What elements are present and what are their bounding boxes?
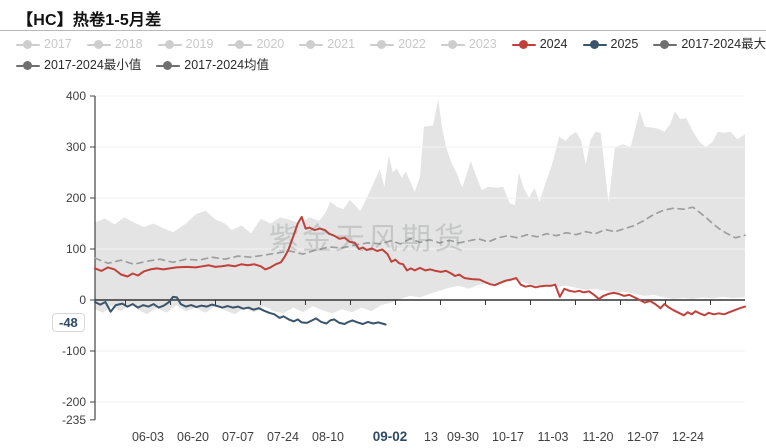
- y-axis-label: -100: [62, 344, 86, 358]
- legend-label: 2017-2024最大值: [681, 37, 766, 52]
- legend-label: 2017-2024最小值: [44, 58, 142, 73]
- legend-item-2021[interactable]: 2021: [299, 38, 355, 51]
- y-axis-label: 100: [66, 242, 86, 256]
- legend-marker-icon: [582, 39, 607, 50]
- series-mean-line: [94, 206, 746, 266]
- y-axis-label: 200: [66, 191, 86, 205]
- legend-marker-icon: [16, 39, 40, 50]
- legend-label: 2019: [185, 37, 214, 52]
- legend-item-2019[interactable]: 2019: [157, 37, 214, 52]
- legend-label: 2017-2024均值: [184, 58, 270, 73]
- y-axis-label: 0: [79, 293, 86, 307]
- x-axis-label: 07-24: [267, 430, 299, 444]
- series-2025-line: [94, 295, 387, 326]
- legend-label: 2021: [327, 37, 356, 52]
- latest-value-badge: -48: [52, 313, 85, 332]
- legend-item-2024[interactable]: 2024: [511, 37, 568, 52]
- x-axis-label: 06-03: [132, 430, 164, 444]
- legend-item-2017[interactable]: 2017: [16, 38, 72, 51]
- x-axis-label: 09-30: [447, 430, 479, 444]
- x-axis-label-current-date: 09-02: [373, 429, 408, 444]
- x-axis-label: 10-17: [492, 430, 524, 444]
- chart-legend: 2017 2018 2019 2020 2021 2022 2023 2024 2025 2017…: [16, 34, 766, 76]
- legend-label: 2025: [610, 37, 639, 52]
- legend-item-2023[interactable]: 2023: [440, 37, 497, 52]
- legend-marker-icon: [16, 60, 40, 71]
- x-axis-label: 06-20: [177, 430, 209, 444]
- legend-marker-icon: [653, 39, 678, 50]
- legend-label: 2020: [256, 37, 285, 52]
- min-max-band: [95, 99, 745, 315]
- y-axis-label: -200: [62, 395, 86, 409]
- y-axis-label: 300: [66, 140, 86, 154]
- x-axis-label: 11-03: [537, 430, 568, 444]
- series-2024-line: [94, 215, 746, 317]
- legend-item-2017-2024[interactable]: 2017-2024最小值: [16, 59, 141, 72]
- header-divider: [0, 30, 766, 31]
- x-axis-label: 12-24: [672, 430, 704, 444]
- legend-marker-icon: [86, 39, 111, 50]
- legend-label: 2022: [398, 37, 426, 52]
- x-axis-label: 12-07: [627, 430, 659, 444]
- x-axis-label: 07-07: [222, 430, 254, 444]
- legend-item-2017-2024[interactable]: 2017-2024最大值: [653, 38, 766, 51]
- x-axis-label: 13: [424, 430, 438, 444]
- y-axis-label: 400: [66, 89, 86, 103]
- legend-marker-icon: [370, 39, 395, 50]
- legend-marker-icon: [299, 39, 324, 50]
- legend-item-2018[interactable]: 2018: [86, 37, 143, 52]
- y-axis-label: -235: [62, 413, 86, 427]
- legend-label: 2018: [114, 37, 143, 52]
- legend-label: 2023: [468, 37, 497, 52]
- legend-marker-icon: [157, 39, 182, 50]
- legend-marker-icon: [440, 39, 465, 50]
- legend-item-2025[interactable]: 2025: [582, 37, 639, 52]
- legend-marker-icon: [156, 60, 181, 71]
- legend-label: 2017: [44, 37, 72, 52]
- legend-marker-icon: [511, 39, 536, 50]
- legend-label: 2024: [539, 37, 568, 52]
- page-title: 【HC】热卷1-5月差: [17, 12, 162, 29]
- legend-item-2022[interactable]: 2022: [370, 38, 426, 51]
- legend-row-2: 2017-2024最小值 2017-2024均值: [16, 55, 756, 76]
- legend-marker-icon: [228, 39, 253, 50]
- legend-item-2017-2024[interactable]: 2017-2024均值: [156, 59, 269, 72]
- x-axis-label: 11-20: [582, 430, 613, 444]
- legend-row-1: 2017 2018 2019 2020 2021 2022 2023 2024 2025 2017…: [16, 34, 766, 55]
- legend-item-2020[interactable]: 2020: [228, 38, 284, 51]
- x-axis-label: 08-10: [312, 430, 344, 444]
